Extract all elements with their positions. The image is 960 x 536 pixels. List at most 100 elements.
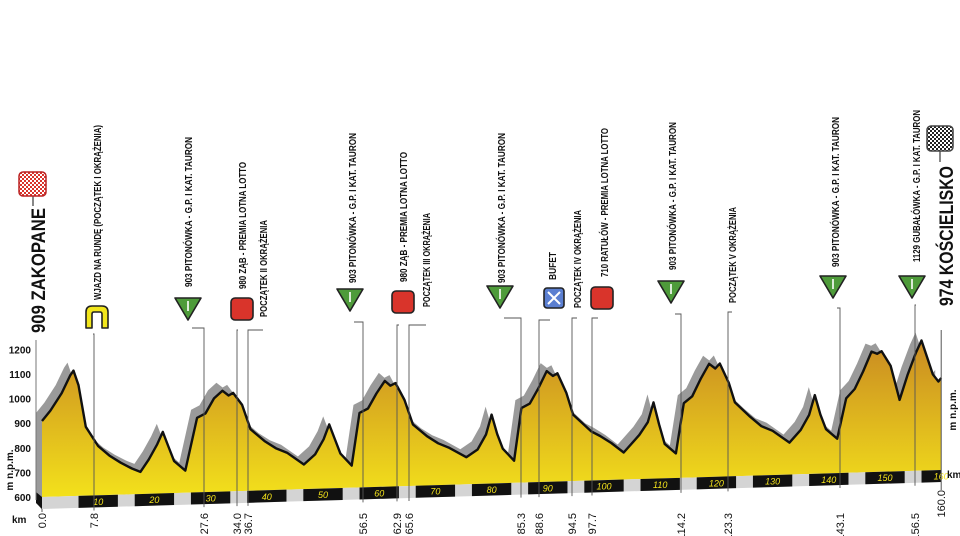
km-box-label: 30 (206, 493, 216, 503)
marker-1: 903 PITONÓWKA - G.P. I KAT. TAURON (174, 137, 202, 321)
km-box (190, 491, 231, 505)
marker-km-label: 27.6 (199, 513, 211, 534)
km-box-label: 90 (543, 483, 553, 493)
marker-line (914, 304, 916, 486)
marker-line (408, 324, 426, 501)
y-tick-label: 800 (14, 444, 31, 455)
profile-side (36, 414, 42, 510)
km-box-label: 150 (877, 473, 892, 483)
km-box-label: 130 (765, 477, 780, 487)
marker-label: POCZĄTEK III OKRĄŻENIA (420, 213, 433, 307)
km-box-label: 110 (653, 480, 667, 490)
km-box-label: 20 (148, 495, 159, 505)
marker-km-label: 123.3 (723, 513, 735, 536)
marker-km-label: 65.6 (404, 513, 416, 534)
marker-km-label: 114.2 (676, 513, 688, 536)
km-box-label: 140 (821, 475, 836, 485)
marker-line (591, 317, 598, 496)
km-box (921, 470, 942, 483)
finish-label: 974 KOŚCIELISKO (936, 166, 958, 306)
y-tick-label: 600 (14, 493, 31, 504)
km-box-label: 70 (430, 487, 440, 497)
x-axis-label-left: km (12, 515, 27, 526)
marker-line (675, 313, 682, 493)
km-box-label: 50 (318, 490, 328, 500)
km-box (640, 477, 680, 492)
marker-label: 903 PITONÓWKA - G.P. I KAT. TAURON (495, 133, 508, 283)
lap-entry-icon (85, 305, 109, 329)
marker-line (538, 319, 550, 498)
km-box (865, 471, 905, 485)
y-axis-label-left: m n.p.m. (5, 449, 16, 490)
profile-line (41, 339, 943, 474)
marker-km-label: 143.1 (835, 513, 847, 536)
km-box-label: 60 (374, 488, 384, 498)
marker-11: 903 PITONÓWKA - G.P. I KAT. TAURON (657, 122, 685, 304)
marker-km-label: 85.3 (516, 513, 528, 534)
marker-label: POCZĄTEK IV OKRĄŻENIA (571, 210, 584, 308)
sprint-icon (590, 286, 614, 310)
marker-line (504, 317, 522, 498)
km-box-label: 40 (262, 492, 272, 502)
y-tick-label: 1000 (9, 395, 32, 406)
km-box (809, 472, 849, 486)
marker-2: 980 ZĄB - PREMIA LOTNA LOTTO (230, 162, 254, 321)
sprint-icon (391, 290, 415, 314)
marker-9: POCZĄTEK IV OKRĄŻENIA (571, 210, 584, 308)
marker-label: POCZĄTEK V OKRĄŻENIA (726, 207, 739, 303)
marker-line (236, 329, 238, 507)
marker-line (93, 333, 95, 511)
marker-line (354, 321, 364, 503)
marker-label: POCZĄTEK II OKRĄŻENIA (257, 220, 270, 317)
marker-6: POCZĄTEK III OKRĄŻENIA (420, 213, 433, 307)
marker-km-label: 7.8 (89, 513, 101, 528)
marker-label: 903 PITONÓWKA - G.P. I KAT. TAURON (346, 133, 359, 283)
sprint-icon (230, 297, 254, 321)
x-axis-label-right: km (947, 470, 960, 481)
marker-12: POCZĄTEK V OKRĄŻENIA (726, 207, 739, 303)
marker-km-label: 156.5 (910, 513, 922, 536)
marker-label: 903 PITONÓWKA - G.P. I KAT. TAURON (666, 122, 679, 270)
marker-line (727, 311, 732, 492)
marker-km-label: 97.7 (587, 513, 599, 534)
km-box-label: 10 (93, 497, 103, 507)
km-box (696, 476, 737, 490)
marker-4: 903 PITONÓWKA - G.P. I KAT. TAURON (336, 133, 364, 312)
y-tick-label: 1100 (9, 370, 31, 381)
km-box (134, 493, 175, 507)
marker-line (396, 324, 399, 502)
marker-line (192, 327, 205, 508)
km-box (752, 474, 793, 488)
marker-5: 980 ZĄB - PREMIA LOTNA LOTTO (391, 152, 415, 314)
km-box (247, 489, 287, 503)
black-checkered-flag-icon (926, 125, 954, 152)
start-label: 909 ZAKOPANE (29, 208, 50, 333)
km-box (303, 487, 343, 502)
marker-label: BUFET (548, 252, 559, 280)
km-box (359, 486, 399, 500)
km-box (78, 494, 118, 508)
y-axis-label-right: m n.p.m. (948, 389, 959, 430)
marker-3: POCZĄTEK II OKRĄŻENIA (257, 220, 270, 317)
marker-km-label: 62.9 (392, 513, 404, 534)
km-box (528, 481, 568, 495)
km-box (415, 484, 456, 498)
marker-km-label: 34.0 (232, 513, 244, 534)
marker-line (837, 307, 841, 489)
marker-km-label: 94.5 (567, 513, 579, 534)
km-box (584, 479, 624, 493)
marker-label: 710 RATUŁÓW - PREMIA LOTNA LOTTO (598, 128, 611, 277)
marker-label: 980 ZĄB - PREMIA LOTNA LOTTO (238, 162, 249, 289)
marker-label: 903 PITONÓWKA - G.P. I KAT. TAURON (829, 117, 842, 267)
marker-8: BUFET (543, 252, 565, 309)
start-km-label: 0.0 (37, 513, 49, 528)
finish-km-label: 160.0 (936, 490, 948, 518)
marker-0: WJAZD NA RUNDĘ (POCZĄTEK I OKRĄŻENIA) (85, 125, 109, 329)
km-box-label: 100 (596, 482, 611, 492)
marker-label: 1129 GUBAŁÓWKA - G.P. I KAT. TAURON (910, 110, 923, 262)
red-checkered-flag-icon (18, 171, 47, 197)
km-box-label: 120 (709, 478, 724, 488)
km-band-side (36, 492, 42, 509)
marker-label: 903 PITONÓWKA - G.P. I KAT. TAURON (182, 137, 195, 287)
